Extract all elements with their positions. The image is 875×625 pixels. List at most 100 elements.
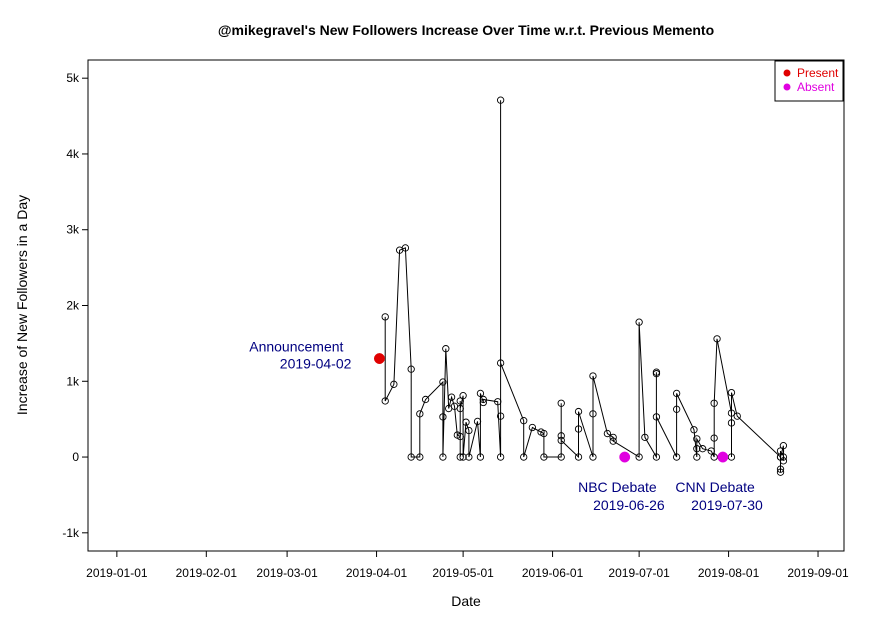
data-point — [690, 426, 698, 434]
x-tick-label: 2019-09-01 — [787, 566, 849, 580]
data-point — [776, 468, 785, 476]
data-point — [476, 453, 485, 461]
data-point — [496, 412, 505, 420]
data-point — [416, 453, 424, 461]
y-tick-label: 4k — [66, 147, 80, 161]
data-point — [574, 453, 583, 461]
legend-marker — [783, 69, 791, 77]
data-point — [401, 244, 410, 252]
data-point — [476, 389, 485, 398]
data-point — [381, 313, 389, 321]
data-point — [459, 392, 467, 400]
y-tick-label: -1k — [62, 526, 80, 540]
data-point — [479, 398, 487, 407]
data-point — [456, 432, 464, 441]
data-point — [635, 453, 643, 461]
data-point — [733, 412, 741, 420]
y-axis-label: Increase of New Followers in a Day — [14, 195, 30, 415]
data-point — [520, 453, 528, 461]
data-point — [381, 397, 389, 405]
x-tick-label: 2019-08-01 — [698, 566, 760, 580]
data-point — [456, 404, 464, 413]
data-point — [693, 445, 701, 453]
data-point — [557, 436, 565, 445]
x-tick-label: 2019-06-01 — [522, 566, 584, 580]
event-marker — [373, 353, 385, 364]
data-point — [693, 453, 701, 461]
data-point — [652, 370, 661, 378]
legend-marker — [783, 83, 791, 91]
event-date-label: 2019-06-26 — [593, 497, 665, 513]
data-point — [520, 417, 528, 425]
data-point — [672, 453, 681, 461]
legend-label: Present — [797, 66, 839, 80]
series-layer — [381, 96, 788, 476]
data-point — [439, 378, 447, 386]
event-label: Announcement — [249, 339, 343, 355]
data-point — [390, 380, 398, 388]
data-point — [416, 410, 424, 418]
data-point — [557, 453, 565, 461]
x-tick-label: 2019-01-01 — [86, 566, 148, 580]
data-point — [635, 318, 643, 326]
data-point — [447, 393, 456, 401]
data-point — [713, 335, 721, 343]
x-tick-label: 2019-04-01 — [346, 566, 408, 580]
data-point — [641, 433, 649, 441]
plot-area-frame — [87, 59, 845, 552]
y-tick-label: 2k — [66, 299, 80, 313]
data-point — [710, 399, 718, 407]
data-point — [779, 453, 788, 461]
data-point — [652, 413, 661, 421]
y-axis: -1k 0 1k 2k 3k 4k 5k — [62, 71, 88, 540]
data-point — [479, 395, 487, 404]
data-point — [494, 398, 502, 406]
data-point — [698, 445, 707, 453]
data-point — [557, 432, 565, 440]
data-point — [462, 418, 470, 426]
y-tick-label: 3k — [66, 223, 80, 237]
series-line — [384, 100, 784, 473]
event-marker — [619, 451, 631, 463]
data-point — [727, 453, 736, 461]
data-point — [465, 453, 473, 461]
data-point — [540, 429, 548, 438]
data-point — [442, 345, 450, 353]
x-tick-label: 2019-05-01 — [432, 566, 494, 580]
data-point — [439, 453, 447, 461]
data-point — [407, 453, 415, 461]
data-point — [589, 410, 597, 418]
data-point — [776, 465, 785, 473]
y-tick-label: 1k — [66, 374, 80, 388]
event-date-label: 2019-04-02 — [280, 356, 352, 372]
x-tick-label: 2019-02-01 — [176, 566, 238, 580]
event-label: CNN Debate — [675, 479, 755, 495]
data-point — [727, 419, 736, 427]
data-point — [456, 453, 464, 461]
event-date-label: 2019-07-30 — [691, 497, 763, 513]
data-point — [421, 395, 430, 404]
data-point — [710, 434, 718, 442]
data-point — [589, 372, 597, 380]
data-point — [710, 453, 718, 461]
y-tick-label: 5k — [66, 71, 80, 85]
data-point — [407, 365, 415, 373]
x-axis-label: Date — [451, 593, 481, 609]
data-point — [557, 399, 565, 407]
x-axis: 2019-01-01 2019-02-01 2019-03-01 2019-04-01… — [86, 550, 849, 580]
x-tick-label: 2019-03-01 — [256, 566, 318, 580]
legend-box — [774, 60, 844, 102]
data-point — [779, 442, 788, 450]
data-point — [609, 433, 617, 441]
event-label: NBC Debate — [578, 479, 657, 495]
data-point — [589, 453, 597, 461]
data-point — [496, 96, 505, 104]
data-point — [693, 435, 701, 443]
data-point — [528, 423, 537, 432]
data-point — [603, 429, 612, 438]
data-point — [574, 425, 583, 433]
data-point — [496, 359, 505, 367]
